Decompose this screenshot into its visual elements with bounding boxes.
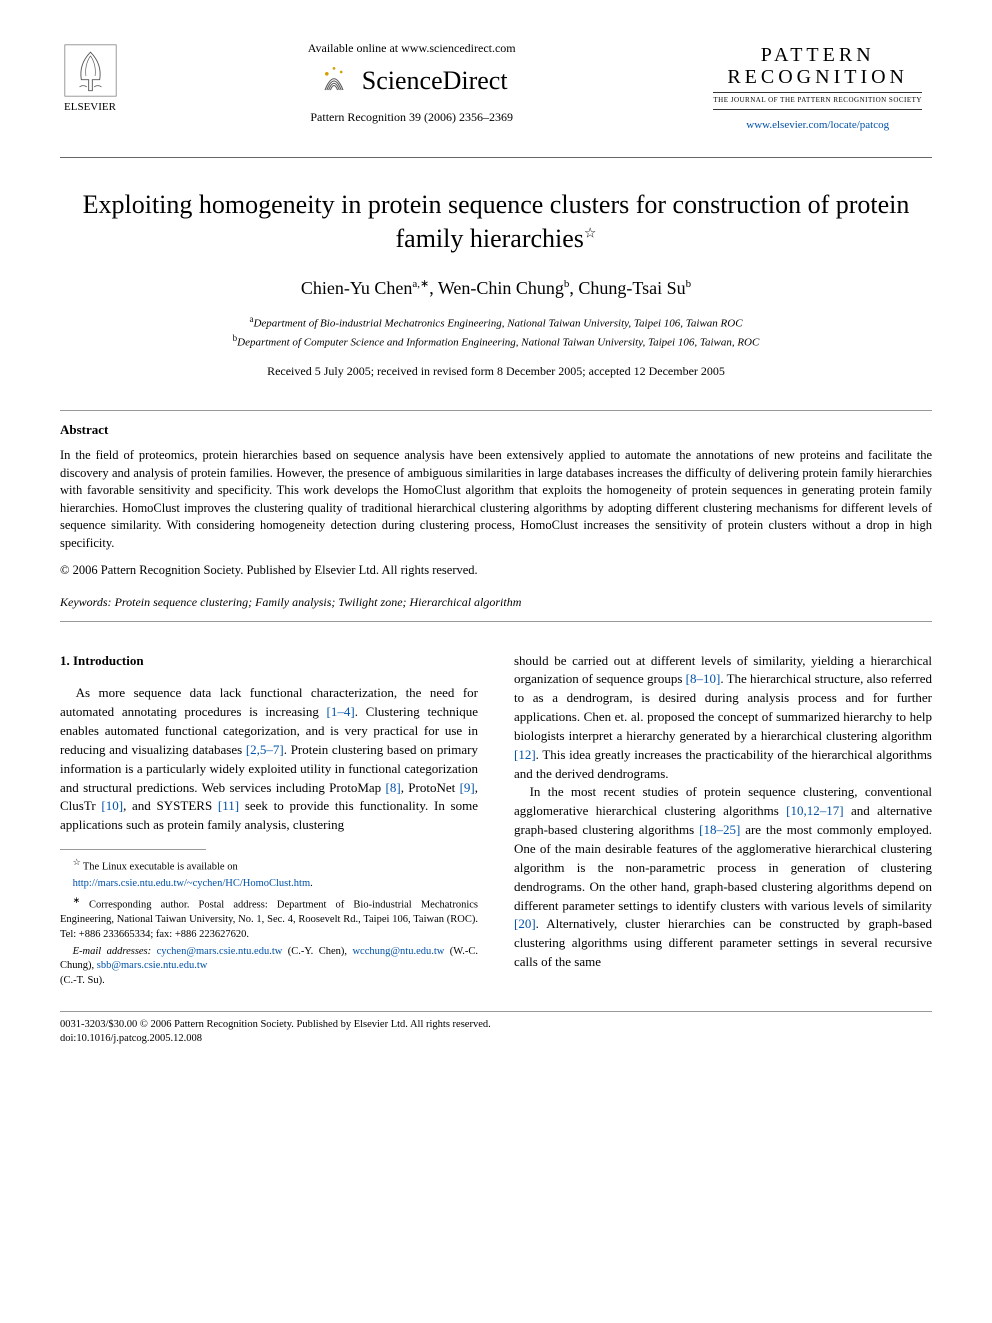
email-label: E-mail addresses:: [73, 946, 152, 957]
ref-link[interactable]: [11]: [218, 798, 239, 813]
journal-subtitle: THE JOURNAL OF THE PATTERN RECOGNITION S…: [713, 92, 922, 110]
linux-exec-link[interactable]: http://mars.csie.ntu.edu.tw/~cychen/HC/H…: [73, 878, 311, 889]
journal-box: PATTERN RECOGNITION THE JOURNAL OF THE P…: [703, 40, 932, 137]
affiliation-b: Department of Computer Science and Infor…: [237, 337, 759, 349]
footnote-corresponding: ∗ Corresponding author. Postal address: …: [60, 894, 478, 943]
abstract-bottom-separator: [60, 621, 932, 622]
title-star-icon: ☆: [584, 226, 597, 241]
ref-link[interactable]: [1–4]: [327, 704, 355, 719]
body-columns: 1. Introduction As more sequence data la…: [60, 652, 932, 991]
abstract-copyright: © 2006 Pattern Recognition Society. Publ…: [60, 562, 932, 580]
journal-title-line2: RECOGNITION: [713, 66, 922, 88]
keywords-line: Keywords: Protein sequence clustering; F…: [60, 594, 932, 611]
abstract-top-separator: [60, 410, 932, 411]
column-left: 1. Introduction As more sequence data la…: [60, 652, 478, 991]
footnotes-separator: [60, 849, 206, 850]
footer-doi: doi:10.1016/j.patcog.2005.12.008: [60, 1032, 932, 1047]
footer-copyright: 0031-3203/$30.00 © 2006 Pattern Recognit…: [60, 1018, 932, 1033]
ref-link[interactable]: [20]: [514, 916, 536, 931]
page-header: ELSEVIER Available online at www.science…: [60, 40, 932, 137]
corr-asterisk-icon: ∗: [73, 895, 80, 905]
journal-title-line1: PATTERN: [713, 44, 922, 66]
ref-link[interactable]: [12]: [514, 747, 536, 762]
ref-link[interactable]: [18–25]: [699, 822, 740, 837]
author-1: Chien-Yu Chen: [301, 278, 413, 298]
author-3-sup: b: [686, 278, 692, 290]
ref-link[interactable]: [8]: [386, 780, 401, 795]
abstract-heading: Abstract: [60, 421, 932, 439]
author-2-sup: b: [564, 278, 570, 290]
authors-line: Chien-Yu Chena,∗, Wen-Chin Chungb, Chung…: [60, 276, 932, 301]
footnote-emails: E-mail addresses: cychen@mars.csie.ntu.e…: [60, 945, 478, 989]
page-footer: 0031-3203/$30.00 © 2006 Pattern Recognit…: [60, 1018, 932, 1047]
affiliations: aDepartment of Bio-industrial Mechatroni…: [60, 313, 932, 351]
header-center: Available online at www.sciencedirect.co…: [120, 40, 703, 126]
author-3: Chung-Tsai Su: [578, 278, 685, 298]
ref-link[interactable]: [8–10]: [686, 671, 721, 686]
intro-paragraph-2: should be carried out at different level…: [514, 652, 932, 784]
email-link-1[interactable]: cychen@mars.csie.ntu.edu.tw: [157, 946, 283, 957]
elsevier-logo: ELSEVIER: [60, 40, 120, 115]
elsevier-label: ELSEVIER: [64, 100, 116, 115]
intro-paragraph-1: As more sequence data lack functional ch…: [60, 684, 478, 835]
footer-separator: [60, 1011, 932, 1012]
abstract-text: In the field of proteomics, protein hier…: [60, 447, 932, 552]
ref-link[interactable]: [9]: [460, 780, 475, 795]
section-1-heading: 1. Introduction: [60, 652, 478, 671]
ref-link[interactable]: [2,5–7]: [246, 742, 284, 757]
journal-url-link[interactable]: www.elsevier.com/locate/patcog: [713, 118, 922, 133]
sciencedirect-text: ScienceDirect: [362, 63, 508, 99]
citation-text: Pattern Recognition 39 (2006) 2356–2369: [140, 109, 683, 126]
email-link-3[interactable]: sbb@mars.csie.ntu.edu.tw: [97, 960, 208, 971]
ref-link[interactable]: [10]: [101, 798, 123, 813]
ref-link[interactable]: [10,12–17]: [786, 803, 843, 818]
article-dates: Received 5 July 2005; received in revise…: [60, 363, 932, 380]
footnotes: ☆ The Linux executable is available on h…: [60, 856, 478, 989]
footnote-star-url: http://mars.csie.ntu.edu.tw/~cychen/HC/H…: [60, 877, 478, 892]
keywords-text: Protein sequence clustering; Family anal…: [115, 595, 522, 609]
author-2: Wen-Chin Chung: [438, 278, 564, 298]
author-1-sup: a,∗: [412, 278, 429, 290]
paper-title: Exploiting homogeneity in protein sequen…: [60, 188, 932, 256]
elsevier-tree-icon: [60, 40, 120, 100]
intro-paragraph-3: In the most recent studies of protein se…: [514, 783, 932, 971]
affiliation-a: Department of Bio-industrial Mechatronic…: [253, 318, 742, 330]
sciencedirect-logo: ScienceDirect: [140, 63, 683, 99]
available-online-text: Available online at www.sciencedirect.co…: [140, 40, 683, 57]
column-right: should be carried out at different level…: [514, 652, 932, 991]
title-text: Exploiting homogeneity in protein sequen…: [83, 190, 910, 253]
keywords-label: Keywords:: [60, 595, 112, 609]
sciencedirect-fingerprint-icon: [316, 63, 352, 99]
email-link-2[interactable]: wcchung@ntu.edu.tw: [352, 946, 444, 957]
header-separator: [60, 157, 932, 158]
footnote-star: ☆ The Linux executable is available on: [60, 856, 478, 875]
